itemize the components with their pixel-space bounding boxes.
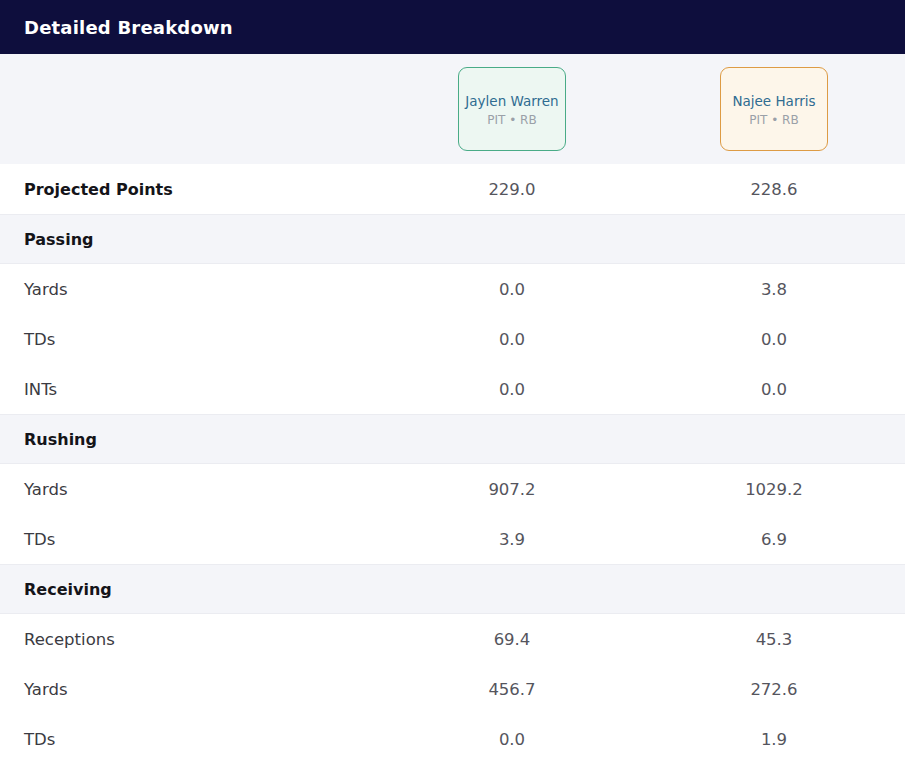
player1-value: 456.7 <box>381 680 643 699</box>
player2-value: 3.8 <box>643 280 905 299</box>
player1-value: 0.0 <box>381 730 643 749</box>
section-row-passing: Passing <box>0 214 905 264</box>
player2-value: 1029.2 <box>643 480 905 499</box>
table-row-projected-points: Projected Points 229.0 228.6 <box>0 164 905 214</box>
table-row-rushing-yards: Yards 907.2 1029.2 <box>0 464 905 514</box>
stat-label: TDs <box>0 330 381 349</box>
player1-value: 69.4 <box>381 630 643 649</box>
player2-value: 1.9 <box>643 730 905 749</box>
table-row-receiving-yards: Yards 456.7 272.6 <box>0 664 905 714</box>
table-row-passing-ints: INTs 0.0 0.0 <box>0 364 905 414</box>
player1-team-position: PIT • RB <box>465 113 559 127</box>
player2-value: 0.0 <box>643 330 905 349</box>
stat-label: Projected Points <box>0 180 381 199</box>
section-row-receiving: Receiving <box>0 564 905 614</box>
player-card-jaylen-warren: Jaylen Warren PIT • RB <box>458 67 566 151</box>
player2-value: 6.9 <box>643 530 905 549</box>
player-cards-row: Jaylen Warren PIT • RB Najee Harris PIT … <box>0 54 905 164</box>
player1-value: 229.0 <box>381 180 643 199</box>
table-row-passing-yards: Yards 0.0 3.8 <box>0 264 905 314</box>
section-row-rushing: Rushing <box>0 414 905 464</box>
player2-column: Najee Harris PIT • RB <box>643 67 905 151</box>
player1-value: 0.0 <box>381 280 643 299</box>
table-row-passing-tds: TDs 0.0 0.0 <box>0 314 905 364</box>
player1-value: 0.0 <box>381 330 643 349</box>
player2-name: Najee Harris <box>727 91 821 113</box>
player2-value: 45.3 <box>643 630 905 649</box>
panel-title: Detailed Breakdown <box>24 17 233 38</box>
player2-value: 272.6 <box>643 680 905 699</box>
player-card-najee-harris: Najee Harris PIT • RB <box>720 67 828 151</box>
player1-value: 907.2 <box>381 480 643 499</box>
player2-value: 0.0 <box>643 380 905 399</box>
detailed-breakdown-panel: Detailed Breakdown Jaylen Warren PIT • R… <box>0 0 905 779</box>
section-title: Passing <box>0 230 905 249</box>
table-row-receiving-tds: TDs 0.0 1.9 <box>0 714 905 764</box>
stat-label: TDs <box>0 730 381 749</box>
panel-header: Detailed Breakdown <box>0 0 905 54</box>
section-title: Receiving <box>0 580 905 599</box>
stat-label: INTs <box>0 380 381 399</box>
player1-name: Jaylen Warren <box>465 91 559 113</box>
player2-team-position: PIT • RB <box>727 113 821 127</box>
stat-label: TDs <box>0 530 381 549</box>
stat-label: Yards <box>0 280 381 299</box>
player2-value: 228.6 <box>643 180 905 199</box>
player1-value: 0.0 <box>381 380 643 399</box>
stat-label: Receptions <box>0 630 381 649</box>
stat-label: Yards <box>0 480 381 499</box>
player1-column: Jaylen Warren PIT • RB <box>381 67 643 151</box>
table-row-rushing-tds: TDs 3.9 6.9 <box>0 514 905 564</box>
player1-value: 3.9 <box>381 530 643 549</box>
section-title: Rushing <box>0 430 905 449</box>
table-row-receiving-receptions: Receptions 69.4 45.3 <box>0 614 905 664</box>
stat-label: Yards <box>0 680 381 699</box>
